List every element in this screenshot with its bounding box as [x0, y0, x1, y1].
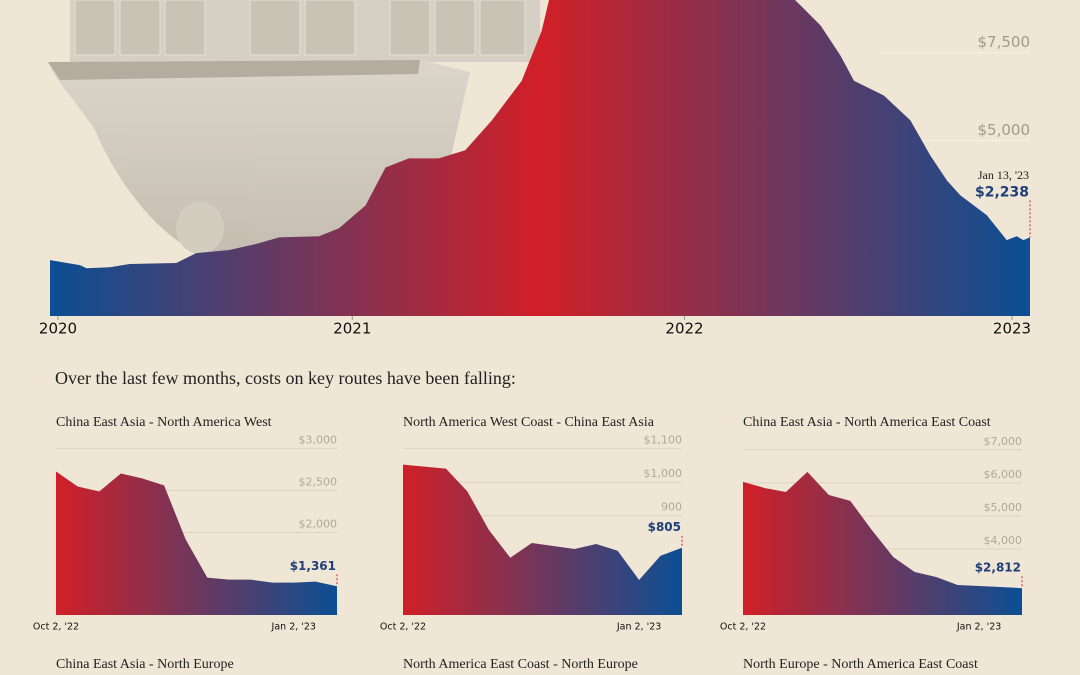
area — [743, 471, 1022, 615]
value-label: $1,361 — [290, 559, 336, 573]
x-tick-label: 2023 — [993, 320, 1031, 338]
area — [50, 0, 1030, 316]
route-title: North America East Coast - North Europe — [403, 657, 638, 672]
y-tick-label: $4,000 — [984, 534, 1023, 547]
x-tick-label: 2020 — [39, 320, 77, 338]
y-tick-label: $3,000 — [299, 433, 338, 446]
value-label: $805 — [648, 520, 681, 534]
x-tick-label: Oct 2, '22 — [720, 622, 766, 633]
x-tick-label: Jan 2, '23 — [271, 622, 316, 633]
x-tick-label: 2021 — [333, 320, 371, 338]
y-tick-label: 900 — [661, 501, 682, 514]
route-title: North Europe - North America East Coast — [743, 657, 978, 672]
section-heading: Over the last few months, costs on key r… — [55, 368, 516, 388]
value-label: $2,812 — [975, 561, 1021, 575]
area — [56, 471, 337, 615]
y-tick-label: $7,500 — [978, 33, 1031, 51]
y-tick-label: $2,000 — [299, 518, 338, 531]
y-tick-label: $6,000 — [984, 468, 1023, 481]
x-tick-label: 2022 — [665, 320, 703, 338]
x-tick-label: Jan 2, '23 — [956, 622, 1001, 633]
chart-title: China East Asia - North America East Coa… — [743, 415, 991, 430]
y-tick-label: $1,100 — [644, 433, 683, 446]
x-tick-label: Jan 2, '23 — [616, 622, 661, 633]
y-tick-label: $5,000 — [984, 501, 1023, 514]
y-tick-label: $1,000 — [644, 467, 683, 480]
area — [403, 464, 682, 615]
x-tick-label: Oct 2, '22 — [380, 622, 426, 633]
y-tick-label: $2,500 — [299, 475, 338, 488]
route-title: China East Asia - North Europe — [56, 657, 234, 672]
chart-title: China East Asia - North America West — [56, 415, 272, 430]
x-tick-label: Oct 2, '22 — [33, 622, 79, 633]
y-tick-label: $5,000 — [978, 121, 1031, 139]
y-tick-label: $7,000 — [984, 435, 1023, 448]
annotation: Jan 13, '23 — [978, 168, 1029, 182]
chart-title: North America West Coast - China East As… — [403, 415, 655, 430]
value-label: $2,238 — [975, 184, 1029, 200]
